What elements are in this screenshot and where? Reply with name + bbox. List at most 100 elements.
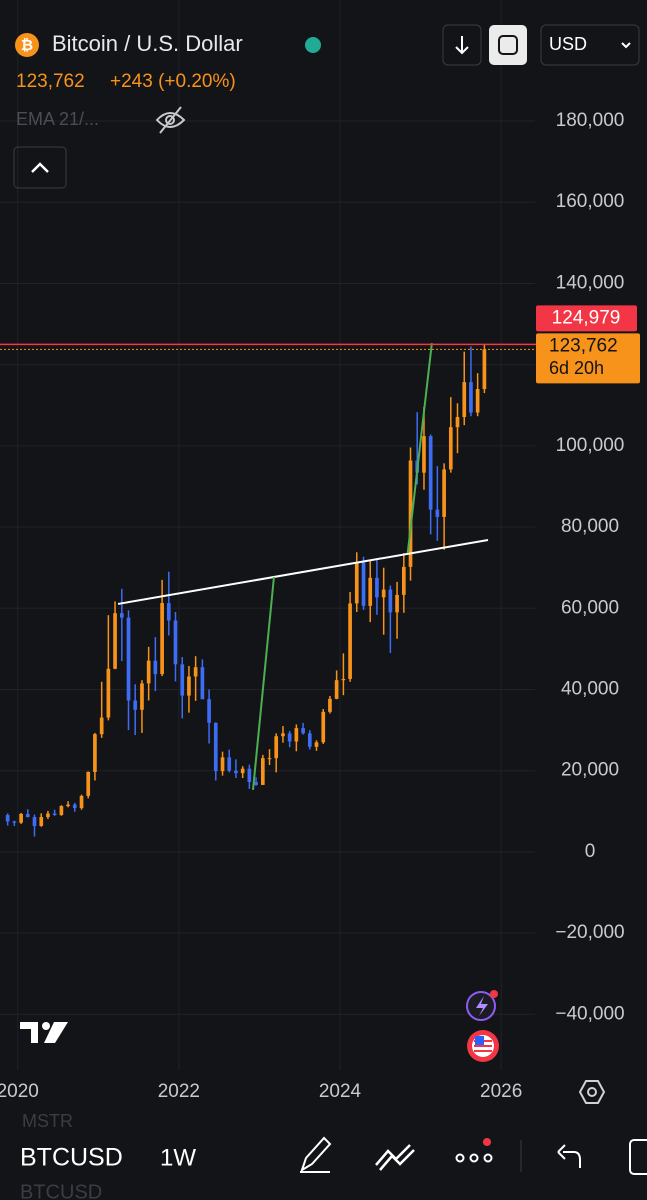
market-status <box>305 37 321 53</box>
candle-body <box>328 698 332 712</box>
candle-body <box>126 617 131 701</box>
trendline <box>117 538 489 605</box>
interval-button[interactable]: 1W <box>160 1144 196 1171</box>
candle-body <box>287 733 292 742</box>
candle-body <box>334 680 339 699</box>
candle-body <box>294 728 299 742</box>
candle-body <box>32 817 37 826</box>
candle-body <box>187 676 191 696</box>
draw-tool[interactable] <box>300 1136 332 1173</box>
candle-body <box>442 469 446 517</box>
high-tag <box>536 305 637 332</box>
price-tag-label: 123,762 <box>549 335 618 356</box>
collapse-button[interactable] <box>13 146 67 189</box>
candle-body <box>455 417 460 428</box>
more-dot <box>483 1138 491 1146</box>
candle-body <box>388 589 393 613</box>
fullscreen-button[interactable] <box>489 25 527 65</box>
price-change: +243 (+0.20%) <box>110 71 236 92</box>
price-tag <box>536 333 640 384</box>
candle-body <box>260 758 265 785</box>
coin-symbol: ₿ <box>21 37 33 54</box>
candle-body <box>173 620 178 665</box>
x-tick-label: 2020 <box>0 1081 39 1102</box>
candle-body <box>462 382 467 418</box>
x-tick-label: 2022 <box>158 1081 200 1102</box>
candle-body <box>66 804 70 807</box>
y-tick-label: −40,000 <box>555 1003 624 1024</box>
candle-body <box>46 813 50 818</box>
candle-body <box>180 664 185 696</box>
candle-body <box>267 758 272 760</box>
y-tick-label: 100,000 <box>556 435 625 456</box>
candle-body <box>247 768 252 783</box>
last-price: 123,762 <box>16 71 85 92</box>
candle-body <box>93 734 97 772</box>
indicator-label[interactable]: EMA 21/... <box>16 109 99 129</box>
y-tick-label: 180,000 <box>556 110 625 131</box>
candle-body <box>341 678 346 681</box>
candle-body <box>448 427 453 470</box>
candle-body <box>193 667 198 677</box>
more-button[interactable] <box>455 1153 493 1163</box>
candle-body <box>99 717 104 735</box>
y-tick-label: 160,000 <box>556 191 625 212</box>
candle-body <box>254 782 258 785</box>
candle-body <box>381 589 386 598</box>
candle-body <box>153 660 158 675</box>
candle-body <box>220 757 225 772</box>
caret-up <box>31 162 49 173</box>
candle-body <box>348 603 352 679</box>
trendline <box>406 343 433 554</box>
watchlist-prev[interactable]: MSTR <box>22 1111 73 1131</box>
candle-body <box>469 382 473 413</box>
settings-icon[interactable] <box>578 1080 606 1104</box>
x-tick-label: 2024 <box>319 1081 362 1102</box>
candle-body <box>207 699 211 723</box>
candle-body <box>106 668 111 718</box>
y-tick-label: 80,000 <box>561 516 619 537</box>
candle-body <box>422 436 426 473</box>
more-tools[interactable] <box>629 1139 647 1175</box>
candle-body <box>72 804 77 809</box>
candle-body <box>140 683 144 710</box>
candle-body <box>146 660 151 684</box>
undo-button[interactable] <box>557 1144 581 1168</box>
y-tick-label: 40,000 <box>561 679 619 700</box>
y-tick-label: 60,000 <box>561 597 619 618</box>
plot <box>5 343 489 837</box>
candle-body <box>395 594 399 613</box>
candle-body <box>5 814 10 822</box>
currency-select[interactable] <box>540 24 640 66</box>
watchlist-next[interactable]: BTCUSD <box>20 1181 102 1200</box>
candle-body <box>133 700 138 710</box>
symbol-button[interactable]: BTCUSD <box>20 1144 123 1172</box>
trendline <box>252 576 275 791</box>
candle-body <box>307 733 312 747</box>
candle-body <box>354 562 359 604</box>
candle-body <box>408 460 413 567</box>
candle-body <box>321 711 326 743</box>
candle-body <box>475 389 480 413</box>
candle-body <box>274 736 279 759</box>
bolt-icon <box>476 996 488 1016</box>
overlay: −40,000 −20,000 0 20,000 40,000 60,000 80,000 1… <box>0 110 640 1102</box>
symbol-title: Bitcoin / U.S. Dollar <box>52 31 243 56</box>
tv-logo <box>20 1022 68 1043</box>
y-tick-label: 0 <box>585 841 596 862</box>
candle-body <box>435 509 440 517</box>
currency-label: USD <box>549 34 587 54</box>
candle-body <box>39 817 44 826</box>
trend-tool[interactable] <box>375 1144 415 1171</box>
candle-body <box>113 613 117 669</box>
grid <box>0 0 535 1070</box>
candle-body <box>314 742 319 747</box>
candle-body <box>482 349 487 390</box>
flag-canton <box>475 1036 484 1045</box>
candle-body <box>200 667 205 700</box>
hide-icon[interactable] <box>155 106 186 134</box>
coin-icon <box>15 33 39 57</box>
countdown-label: 6d 20h <box>549 358 604 378</box>
candle-body <box>401 566 406 595</box>
